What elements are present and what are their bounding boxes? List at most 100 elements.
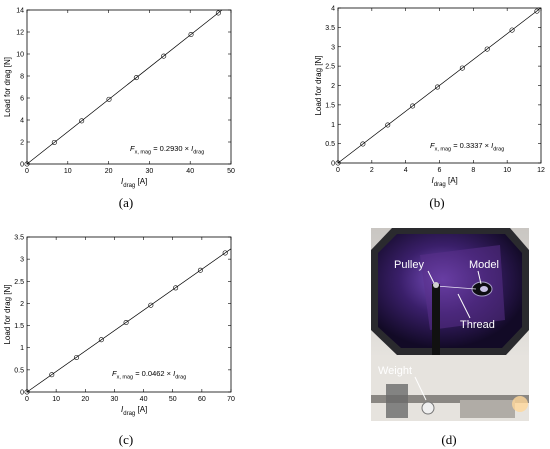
eq-rhs-main: I [191, 144, 193, 153]
eq-lhs-main: F [130, 144, 135, 153]
y-tick-label: 0.5 [14, 367, 24, 374]
y-axis-label: Load for drag [N] [314, 55, 323, 115]
x-label-unit: [A] [135, 405, 147, 414]
y-tick-label: 1 [20, 345, 24, 352]
y-tick-label: 2.5 [14, 279, 24, 286]
pulley-label: Pulley [394, 259, 424, 271]
chart-panel-b: 0 2 4 6 8 10 12 0 0.5 1 1.5 2 2.5 3 3.5 4 Load for drag … [314, 6, 545, 211]
y-tick-label: 0 [20, 162, 24, 169]
thread-label: Thread [460, 319, 495, 331]
weight-stand [386, 384, 408, 418]
eq-lhs-sub: x, mag [435, 147, 452, 153]
eq-lhs-main: F [112, 369, 117, 378]
data-point [173, 285, 179, 291]
data-point [385, 122, 391, 128]
weight-label: Weight [378, 365, 412, 377]
x-label-main: I [432, 176, 435, 185]
fit-equation: Fx, mag = 0.0462 × Idrag [112, 369, 186, 381]
x-tick-label: 10 [52, 396, 60, 403]
thread-line [435, 285, 477, 290]
weight-pointer [414, 376, 427, 401]
y-axis-label: Load for drag [N] [3, 57, 12, 117]
data-point [360, 141, 366, 147]
pulley-wheel [433, 282, 439, 288]
x-tick-label: 10 [503, 167, 511, 174]
x-tick-label: 0 [25, 396, 29, 403]
data-point [434, 84, 440, 90]
x-label-sub: drag [434, 182, 446, 188]
x-tick-label: 40 [140, 396, 148, 403]
fit-equation: Fx, mag = 0.3337 × Idrag [430, 141, 504, 153]
y-tick-label: 2 [20, 301, 24, 308]
data-point [123, 319, 129, 325]
x-tick-label: 10 [64, 168, 72, 175]
x-tick-label: 40 [186, 168, 194, 175]
fit-line [26, 248, 232, 393]
x-axis-label: Idrag [A] [121, 177, 147, 189]
x-tick-label: 30 [146, 168, 154, 175]
bench-block [460, 400, 515, 418]
x-tick-label: 8 [471, 167, 475, 174]
y-tick-label: 0.5 [325, 141, 335, 148]
y-tick-label: 3 [331, 44, 335, 51]
data-point [509, 27, 515, 33]
chart-panel-a: 0 10 20 30 40 50 0 2 4 6 8 10 12 14 Load for drag [N] I… [3, 8, 235, 211]
data-point [197, 267, 203, 273]
x-tick-label: 0 [25, 168, 29, 175]
y-tick-label: 1.5 [325, 102, 335, 109]
thread-pointer [457, 293, 471, 319]
inner-wall [420, 245, 505, 330]
eq-rhs-sub: drag [175, 375, 186, 381]
data-point [79, 118, 85, 124]
eq-lhs-main: F [430, 141, 435, 150]
y-tick-label: 2 [331, 83, 335, 90]
x-tick-label: 20 [81, 396, 89, 403]
eq-rhs-sub: drag [493, 147, 504, 153]
data-point [484, 46, 490, 52]
data-point [335, 160, 341, 166]
data-point [133, 75, 139, 81]
x-label-main: I [121, 177, 124, 186]
data-point [24, 389, 30, 395]
x-tick-label: 50 [169, 396, 177, 403]
data-point [98, 337, 104, 343]
panel-caption: (b) [429, 195, 444, 210]
fit-line [26, 9, 223, 165]
data-point [188, 32, 194, 38]
y-tick-label: 10 [16, 52, 24, 59]
y-tick-label: 12 [16, 30, 24, 37]
eq-rhs-sub: drag [193, 150, 204, 156]
x-tick-label: 60 [198, 396, 206, 403]
eq-rhs-main: I [173, 369, 175, 378]
y-tick-label: 3.5 [325, 25, 335, 32]
chart-panel-c: 0 10 20 30 40 50 60 70 0 0.5 1 1.5 2 2.5 3 3.5 Load for … [3, 235, 235, 448]
y-tick-label: 3 [20, 257, 24, 264]
y-tick-label: 1 [331, 122, 335, 129]
y-tick-label: 14 [16, 8, 24, 15]
data-point [161, 53, 167, 59]
y-tick-label: 0 [20, 390, 24, 397]
eq-rhs-main: I [491, 141, 493, 150]
eq-lhs-sub: x, mag [117, 375, 134, 381]
platform-rail [371, 395, 529, 403]
panel-caption: (a) [119, 195, 133, 210]
x-label-unit: [A] [135, 177, 147, 186]
panel-caption: (c) [119, 432, 133, 447]
data-point [51, 139, 57, 145]
x-tick-label: 12 [537, 167, 545, 174]
data-point [24, 161, 30, 167]
data-point [459, 65, 465, 71]
x-tick-label: 0 [336, 167, 340, 174]
x-label-sub: drag [123, 411, 135, 417]
y-tick-label: 6 [20, 96, 24, 103]
data-point [215, 10, 221, 16]
eq-lhs-sub: x, mag [135, 150, 152, 156]
apparatus-photo: Pulley Model Thread Weight (d) [371, 228, 529, 447]
eq-coef: = 0.0462 × [133, 369, 173, 378]
lamp-glow [512, 396, 528, 412]
data-point [106, 96, 112, 102]
data-point [148, 302, 154, 308]
y-tick-label: 8 [20, 74, 24, 81]
eq-coef: = 0.3337 × [451, 141, 491, 150]
